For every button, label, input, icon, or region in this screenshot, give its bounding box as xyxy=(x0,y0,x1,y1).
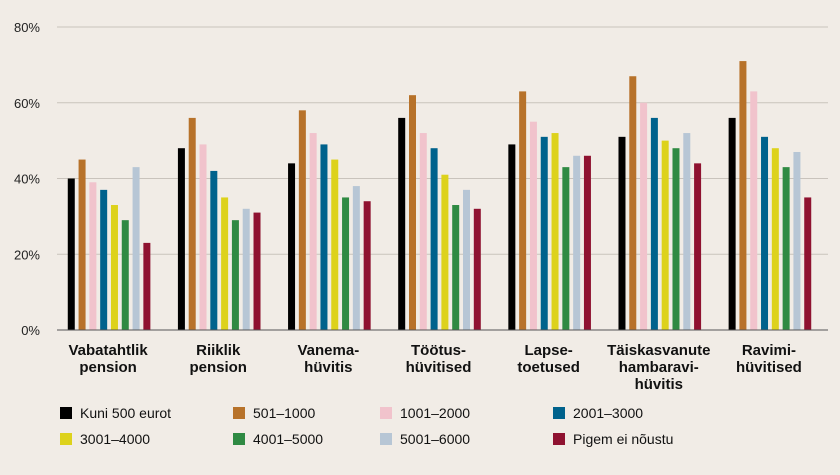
legend-label: Pigem ei nõustu xyxy=(573,431,673,447)
bar xyxy=(804,197,812,330)
legend-swatch xyxy=(553,433,565,445)
legend-swatch xyxy=(60,433,72,445)
bar xyxy=(132,167,140,330)
bar xyxy=(452,205,460,330)
bar xyxy=(473,208,481,330)
bar xyxy=(761,136,769,330)
legend-swatch xyxy=(380,407,392,419)
bar xyxy=(694,163,702,330)
bar xyxy=(177,148,185,330)
legend-label: 2001–3000 xyxy=(573,405,643,421)
bar xyxy=(288,163,296,330)
x-category-label: hüvitis xyxy=(635,376,683,393)
y-tick-label: 0% xyxy=(21,323,40,338)
x-category-label: toetused xyxy=(517,359,580,376)
x-axis: VabatahtlikpensionRiiklikpensionVanema-h… xyxy=(57,329,828,393)
bar xyxy=(342,197,350,330)
bar xyxy=(793,151,801,330)
bar xyxy=(242,208,250,330)
bar xyxy=(661,140,669,330)
bar xyxy=(629,76,637,330)
legend-swatch xyxy=(233,407,245,419)
legend: Kuni 500 eurot 501–1000 1001–2000 2001–3000… xyxy=(60,405,673,447)
bar xyxy=(430,148,438,330)
bar xyxy=(231,220,239,330)
legend-swatch xyxy=(380,433,392,445)
bar xyxy=(309,133,317,330)
bar xyxy=(529,121,537,330)
legend-label: 501–1000 xyxy=(253,405,316,421)
bars xyxy=(67,61,812,331)
bar xyxy=(782,167,790,330)
y-tick-label: 60% xyxy=(14,96,40,111)
legend-label: 4001–5000 xyxy=(253,431,323,447)
x-category-label: Riiklik xyxy=(196,342,241,359)
bar xyxy=(320,144,328,330)
legend-label: 3001–4000 xyxy=(80,431,150,447)
x-category-label: hüvitis xyxy=(304,359,352,376)
bar xyxy=(750,91,758,330)
bar xyxy=(551,133,559,330)
legend-label: Kuni 500 eurot xyxy=(80,405,171,421)
bar xyxy=(683,133,691,330)
y-tick-label: 20% xyxy=(14,247,40,262)
bar xyxy=(409,95,416,330)
bar xyxy=(121,220,129,330)
bar xyxy=(650,117,658,331)
bar xyxy=(221,197,229,330)
y-axis: 0% 20% 40% 60% 80% xyxy=(14,20,40,338)
bar xyxy=(562,167,570,330)
bar xyxy=(771,148,779,330)
bar xyxy=(618,136,626,330)
y-tick-label: 40% xyxy=(14,172,40,187)
bar xyxy=(352,186,360,330)
legend-swatch xyxy=(233,433,245,445)
bar xyxy=(463,189,470,330)
x-category-label: Vanema- xyxy=(298,342,360,359)
bar xyxy=(210,170,218,330)
x-category-label: hambaravi- xyxy=(619,359,699,376)
bar xyxy=(728,117,736,331)
legend-label: 1001–2000 xyxy=(400,405,470,421)
x-category-label: Täiskasvanute xyxy=(607,342,710,359)
bar xyxy=(398,117,406,331)
x-category-label: Ravimi- xyxy=(742,342,796,359)
bar xyxy=(199,144,207,330)
x-category-label: Töötus- xyxy=(411,342,466,359)
bar xyxy=(331,159,339,330)
x-category-label: hüvitised xyxy=(406,359,472,376)
legend-swatch xyxy=(60,407,72,419)
bar xyxy=(583,155,591,330)
bar xyxy=(67,178,75,330)
x-category-label: Lapse- xyxy=(524,342,572,359)
bar xyxy=(298,110,306,330)
bar xyxy=(419,133,427,330)
y-tick-label: 80% xyxy=(14,20,40,35)
bar xyxy=(100,189,108,330)
x-category-label: pension xyxy=(189,359,247,376)
x-category-label: pension xyxy=(79,359,137,376)
bar xyxy=(78,159,86,330)
bar xyxy=(508,144,516,330)
legend-label: 5001–6000 xyxy=(400,431,470,447)
x-category-label: Vabatahtlik xyxy=(68,342,148,359)
bar xyxy=(519,91,527,330)
bar xyxy=(188,117,196,331)
bar xyxy=(573,155,581,330)
bar xyxy=(739,61,747,331)
bar xyxy=(110,205,118,330)
bar xyxy=(89,182,97,330)
bar xyxy=(143,242,151,330)
bar xyxy=(672,148,680,330)
legend-swatch xyxy=(553,407,565,419)
bar xyxy=(540,136,548,330)
bar xyxy=(363,201,371,330)
x-category-label: hüvitised xyxy=(736,359,802,376)
bar xyxy=(253,212,261,330)
bar xyxy=(441,174,449,330)
bar xyxy=(640,102,648,330)
